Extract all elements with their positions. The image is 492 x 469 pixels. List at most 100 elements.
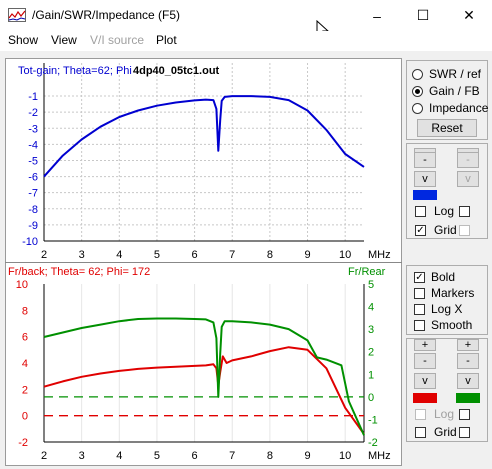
menu-view[interactable]: View [51,33,77,47]
radio-impedance-circle[interactable] [412,102,423,114]
radio-impedance-label: Impedance [429,101,489,115]
reset-button[interactable]: Reset [417,119,477,137]
logx-label: Log X [431,302,463,316]
bottom-left-color-swatch[interactable] [413,393,437,403]
minimize-icon: – [373,7,381,24]
gain-x-unit: MHz [368,249,391,261]
top-right-minus-button: - [457,152,479,168]
title-bar: /Gain/SWR/Impedance (F5) – ☐ ✕ [0,0,492,40]
fb-x-tick-label: 3 [79,450,85,462]
radio-gain-fb[interactable]: Gain / FB [412,83,480,99]
fb-right-tick-label: 0 [368,392,374,404]
top-log-label: Log [434,204,455,218]
gain-y-tick-label: -9 [28,220,38,232]
top-grid-right-checkbox [459,225,470,236]
gain-plot-filename: 4dp40_05tc1.out [133,65,220,77]
gain-y-tick-label: -8 [28,204,38,216]
markers-checkbox[interactable] [414,288,425,299]
bottom-grid-right-checkbox[interactable] [459,427,470,438]
gain-x-tick-label: 7 [229,249,235,261]
bottom-left-down-button[interactable]: v [414,373,436,389]
fb-left-tick-label: 10 [16,279,28,291]
maximize-button[interactable]: ☐ [400,0,446,31]
close-icon: ✕ [463,7,475,23]
top-log-checkbox[interactable] [415,206,426,217]
fb-right-tick-label: -2 [368,437,378,449]
radio-swr-circle[interactable] [412,68,423,80]
menu-vi-source: V/I source [90,33,145,47]
radio-gain-fb-dot [415,88,420,94]
smooth-checkbox[interactable] [414,320,425,331]
fb-right-tick-label: -1 [368,414,378,426]
gain-y-tick-label: -6 [28,172,38,184]
bold-checkbox[interactable]: ✓ [414,271,425,283]
top-left-minus-button[interactable]: - [414,152,436,168]
bottom-log-label: Log [434,407,455,421]
fb-series-line-2 [43,317,365,436]
fb-x-tick-label: 6 [192,450,198,462]
gain-plot: -1 -2 -3 -4 -5 -6 -7 -8 -9 -102 3 4 5 6 7 8 9 10 MHz Tot-ga… [18,63,391,261]
bottom-right-color-swatch[interactable] [456,393,480,403]
bottom-grid-checkbox[interactable] [415,427,426,438]
radio-gain-fb-label: Gain / FB [429,84,480,98]
gain-series-line [43,95,365,178]
fb-right-tick-label: 2 [368,347,374,359]
bottom-right-plus-button[interactable]: + [457,339,479,351]
window-title: /Gain/SWR/Impedance (F5) [32,8,181,22]
minimize-button[interactable]: – [354,0,400,31]
top-grid-label: Grid [434,223,457,237]
bottom-left-plus-button[interactable]: + [414,339,436,351]
bold-label: Bold [431,270,456,284]
fb-right-tick-label: 1 [368,369,374,381]
bottom-plot-controls: + + - - v v Log Grid [406,338,488,442]
menu-bar: Show View V/I source Plot [0,31,492,51]
top-right-down-button: v [457,171,479,187]
gain-plot-area [44,63,364,241]
fb-left-tick-label: 2 [22,384,28,396]
fb-x-tick-label: 5 [154,450,160,462]
bottom-log-right-checkbox[interactable] [459,409,470,420]
fb-x-unit: MHz [368,450,391,462]
top-grid-checkbox[interactable]: ✓ [415,224,426,236]
markers-label: Markers [431,286,475,300]
fb-right-header: Fr/Rear [348,266,386,278]
plot-type-group: SWR / ref Gain / FB Impedance Reset [406,60,488,140]
bottom-right-down-button[interactable]: v [457,373,479,389]
bottom-grid-label: Grid [434,425,457,439]
top-plot-controls: - - - - v v Log ✓ Grid [406,143,488,239]
fb-right-tick-label: 3 [368,324,374,336]
radio-swr-label: SWR / ref [429,67,482,81]
gain-x-tick-label: 3 [79,249,85,261]
gain-x-tick-label: 8 [267,249,273,261]
fb-left-tick-label: -2 [18,437,28,449]
bottom-right-minus-button[interactable]: - [457,353,479,369]
gain-y-tick-label: -7 [28,188,38,200]
menu-show[interactable]: Show [8,33,39,47]
close-button[interactable]: ✕ [446,0,492,31]
smooth-label: Smooth [431,318,473,332]
gain-plot-header: Tot-gain; Theta=62; Phi [18,65,132,77]
radio-gain-fb-circle[interactable] [412,85,423,97]
fb-x-tick-label: 9 [304,450,310,462]
logx-checkbox[interactable] [414,304,425,315]
gain-y-tick-label: -5 [28,155,38,167]
fb-left-tick-label: 8 [22,305,28,317]
gain-x-tick-label: 6 [192,249,198,261]
menu-plot[interactable]: Plot [156,33,177,47]
gain-x-tick-label: 9 [304,249,310,261]
radio-swr[interactable]: SWR / ref [412,66,481,82]
fb-plot-header: Fr/back; Theta= 62; Phi= 172 [8,266,150,278]
gain-y-tick-label: -1 [28,91,38,103]
radio-impedance[interactable]: Impedance [412,100,488,116]
gain-x-tick-label: 2 [41,249,47,261]
fb-left-tick-label: 0 [22,411,28,423]
top-log-right-checkbox[interactable] [459,206,470,217]
bottom-left-minus-button[interactable]: - [414,353,436,369]
top-left-color-swatch[interactable] [413,190,437,200]
top-left-down-button[interactable]: v [414,171,436,187]
fb-x-tick-label: 2 [41,450,47,462]
fb-x-tick-label: 10 [339,450,351,462]
fb-series-line-0 [43,346,365,435]
